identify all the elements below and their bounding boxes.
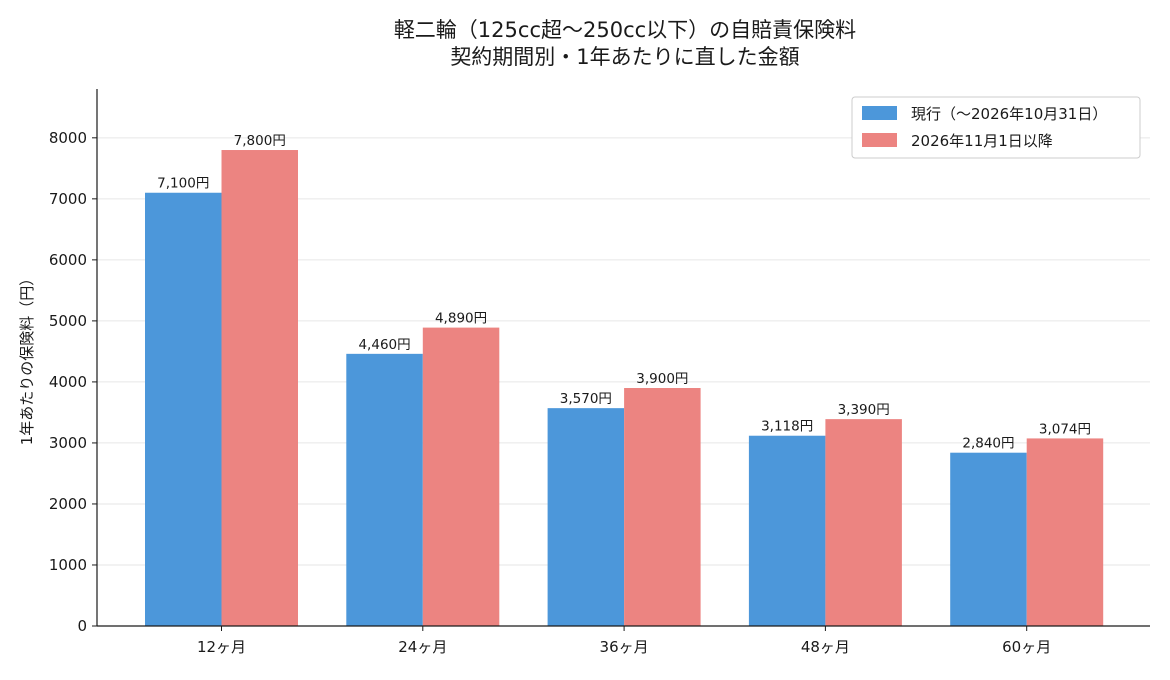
data-label: 7,800円 [234, 133, 286, 149]
x-tick-label: 48ヶ月 [801, 638, 850, 656]
y-axis-label: 1年あたりの保険料（円） [18, 271, 36, 446]
y-tick-label: 5000 [49, 312, 87, 330]
bar [1026, 438, 1104, 626]
y-tick-label: 4000 [49, 373, 87, 391]
bar [422, 327, 500, 626]
data-label: 2,840円 [962, 436, 1014, 452]
data-label: 3,074円 [1039, 421, 1091, 437]
data-label: 3,900円 [636, 371, 688, 387]
data-label: 3,390円 [838, 402, 890, 418]
legend-swatch-current [862, 106, 897, 120]
y-tick-label: 0 [77, 617, 87, 635]
bars [145, 150, 1104, 627]
x-ticks: 12ヶ月 24ヶ月 36ヶ月 48ヶ月 60ヶ月 [197, 626, 1051, 656]
chart-title-line-2: 契約期間別・1年あたりに直した金額 [450, 45, 799, 69]
x-tick-label: 36ヶ月 [600, 638, 649, 656]
legend-box [851, 96, 1141, 159]
bar [145, 192, 222, 626]
legend-label-new: 2026年11月1日以降 [911, 132, 1053, 150]
data-labels: 7,100円 7,800円 4,460円 4,890円 3,570円 3,900円 3,11… [157, 133, 1091, 452]
bar [748, 435, 826, 626]
x-tick-label: 24ヶ月 [398, 638, 447, 656]
bar [950, 452, 1027, 626]
y-tick-label: 6000 [49, 251, 87, 269]
y-tick-label: 3000 [49, 434, 87, 452]
y-ticks: 0 1000 2000 3000 4000 5000 6000 7000 8000 [49, 129, 97, 635]
y-tick-label: 1000 [49, 556, 87, 574]
bar [346, 353, 423, 626]
legend-swatch-new [862, 133, 897, 147]
legend-label-current: 現行（〜2026年10月31日） [911, 105, 1107, 123]
y-tick-label: 7000 [49, 190, 87, 208]
bar [221, 150, 298, 627]
data-label: 7,100円 [157, 176, 209, 192]
bar [547, 408, 625, 626]
x-tick-label: 12ヶ月 [197, 638, 246, 656]
data-label: 4,890円 [435, 311, 487, 327]
data-label: 3,118円 [761, 419, 813, 435]
y-tick-label: 8000 [49, 129, 87, 147]
y-tick-label: 2000 [49, 495, 87, 513]
legend: 現行（〜2026年10月31日） 2026年11月1日以降 [851, 96, 1141, 159]
bar [624, 388, 701, 626]
data-label: 3,570円 [560, 391, 612, 407]
chart-title-line-1: 軽二輪（125cc超〜250cc以下）の自賠責保険料 [394, 18, 856, 42]
bar [825, 419, 902, 626]
x-tick-label: 60ヶ月 [1002, 638, 1051, 656]
data-label: 4,460円 [358, 337, 410, 353]
